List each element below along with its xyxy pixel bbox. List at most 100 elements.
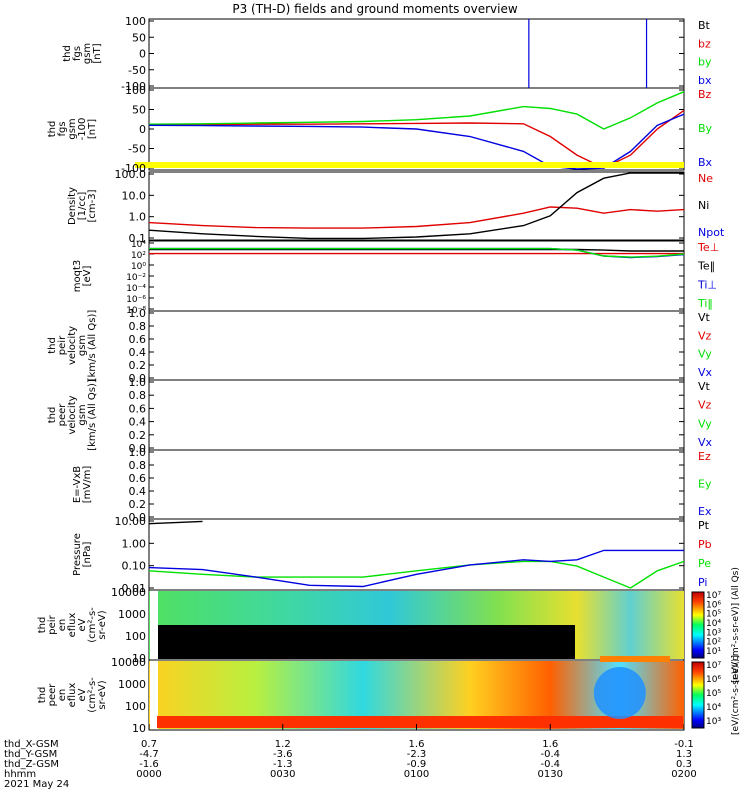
ytick-label: 100 bbox=[125, 15, 146, 28]
ylabel-line: eflux bbox=[67, 613, 78, 638]
ytick-label: 100.0 bbox=[115, 168, 147, 181]
ylabel-line: [cm-3] bbox=[87, 189, 98, 222]
legend-by: by bbox=[698, 56, 712, 69]
series-Pt bbox=[148, 520, 203, 525]
ylabel-line: eV bbox=[77, 688, 88, 701]
legend-Ey: Ey bbox=[698, 478, 712, 491]
series-Ti‖ bbox=[149, 247, 685, 258]
xaxis-value-z_gsm: -0.9 bbox=[407, 759, 427, 770]
ylabel-line: peir bbox=[57, 335, 68, 355]
elec-gap bbox=[150, 661, 158, 729]
legend-Ti‖: Ti‖ bbox=[697, 297, 713, 310]
series-Pe bbox=[148, 560, 685, 589]
ytick-label: 0.4 bbox=[129, 346, 147, 359]
legend-bx: bx bbox=[698, 74, 712, 87]
panels-layer bbox=[148, 18, 685, 731]
ylabel-line: E=-VxB bbox=[72, 466, 83, 503]
xaxis-row-label: thd_X-GSM bbox=[4, 739, 59, 750]
colorbar-tick: 10⁶ bbox=[706, 675, 721, 685]
ytick-label: 10.00 bbox=[115, 515, 147, 528]
legend-Vt: Vt bbox=[698, 380, 711, 393]
elec-blue-core bbox=[593, 667, 646, 719]
xaxis-row-label: 2021 May 24 bbox=[4, 779, 69, 790]
ytick-label: 10⁻⁶ bbox=[126, 295, 146, 305]
ytick-label: 0.10 bbox=[122, 560, 147, 573]
colorbar-tick: 10⁵ bbox=[706, 689, 721, 699]
ylabel-line: [nT] bbox=[92, 43, 103, 63]
elec-top-strip bbox=[600, 656, 670, 662]
ytick-label: 10² bbox=[131, 251, 146, 261]
ytick-label: 100 bbox=[125, 700, 146, 713]
series-By bbox=[148, 91, 685, 130]
panel-frame-ve bbox=[148, 379, 685, 451]
xaxis-value-z_gsm: -1.3 bbox=[273, 759, 293, 770]
colorbar-tick: 10⁷ bbox=[706, 661, 721, 671]
ytick-label: 0 bbox=[139, 48, 146, 61]
xaxis-value-x_gsm: 1.6 bbox=[409, 739, 425, 750]
ylabel-line: [km/s (All Qs)] bbox=[87, 310, 98, 382]
ytick-label: 0.0 bbox=[129, 372, 147, 385]
xaxis-value-x_gsm: 0.7 bbox=[141, 739, 157, 750]
ylabel-line: en bbox=[57, 619, 68, 632]
legend-Pi: Pi bbox=[698, 576, 707, 589]
xaxis-value-hhmm: 0000 bbox=[136, 769, 161, 780]
legend-By: By bbox=[698, 122, 713, 135]
ytick-label: 0.8 bbox=[129, 459, 147, 472]
ylabel-line: thd bbox=[62, 45, 73, 62]
legend-Vx: Vx bbox=[698, 366, 713, 379]
colorbar-label: [eV/(cm²-s-sr-eV)] bbox=[731, 655, 741, 735]
ytick-label: 10⁻⁴ bbox=[126, 284, 146, 294]
series-Te‖ bbox=[149, 248, 684, 252]
ylabel-line: eflux bbox=[67, 683, 78, 708]
legend-Ez: Ez bbox=[698, 450, 711, 463]
ylabel-line: thd bbox=[47, 407, 58, 424]
ytick-label: 0.6 bbox=[129, 402, 147, 415]
legend-Ni: Ni bbox=[698, 199, 709, 212]
ion-lowenergy-dark bbox=[150, 625, 575, 659]
xaxis-row-label: thd_Z-GSM bbox=[4, 759, 59, 770]
ylabel-line: gsm bbox=[77, 335, 88, 356]
colorbar-tick: 10³ bbox=[706, 628, 721, 638]
panel-frame-efield bbox=[148, 449, 685, 520]
ylabel-line: gsm bbox=[82, 43, 93, 64]
ytick-label: 0.2 bbox=[129, 429, 147, 442]
ylabel-line: peer bbox=[57, 403, 68, 427]
ytick-label: 10000 bbox=[111, 656, 146, 669]
ylabel-line: fgs bbox=[57, 121, 68, 136]
colorbar-tick: 10¹ bbox=[706, 647, 721, 657]
ylabel-line: (cm²-s- bbox=[87, 607, 98, 643]
ylabel-line: sr-eV) bbox=[97, 610, 108, 639]
legend-Bx: Bx bbox=[698, 156, 713, 169]
legend-Te⊥: Te⊥ bbox=[697, 241, 719, 254]
ylabel-line: peir bbox=[47, 614, 58, 634]
data-layer bbox=[135, 19, 705, 729]
legend-Ti⊥: Ti⊥ bbox=[697, 278, 717, 291]
ytick-label: 10⁴ bbox=[131, 240, 146, 250]
ytick-label: -100 bbox=[121, 80, 146, 93]
ytick-label: 100 bbox=[125, 630, 146, 643]
xaxis-value-hhmm: 0030 bbox=[270, 769, 295, 780]
legend-Npot: Npot bbox=[698, 226, 725, 239]
ytick-label: 10000 bbox=[111, 586, 146, 599]
ytick-label: 0.6 bbox=[129, 472, 147, 485]
legend-Vx: Vx bbox=[698, 436, 713, 449]
legend-Pb: Pb bbox=[698, 538, 712, 551]
colorbar-tick: 10³ bbox=[706, 717, 721, 727]
ylabel-line: [eV] bbox=[82, 266, 93, 287]
ytick-label: 10 bbox=[132, 652, 146, 665]
ylabel-line: velocity bbox=[67, 395, 78, 434]
ylabel-line: velocity bbox=[67, 326, 78, 365]
ylabel-line: thd bbox=[37, 687, 48, 704]
elec-low-band bbox=[157, 716, 683, 728]
xaxis-value-x_gsm: 1.2 bbox=[275, 739, 291, 750]
legend-Ex: Ex bbox=[698, 505, 712, 518]
legend-Pe: Pe bbox=[698, 557, 711, 570]
colorbar-1 bbox=[691, 661, 705, 729]
xaxis-value-hhmm: 0200 bbox=[671, 769, 696, 780]
ylabel-line: (cm²-s- bbox=[87, 677, 98, 713]
ylabel-line: [km/s (All Qs)] bbox=[87, 379, 98, 451]
colorbar-label: [eV/(cm²-s-sr-eV)] (All Qs) bbox=[731, 567, 741, 683]
ytick-label: 0.0 bbox=[129, 511, 147, 524]
legend-Vt: Vt bbox=[698, 311, 711, 324]
